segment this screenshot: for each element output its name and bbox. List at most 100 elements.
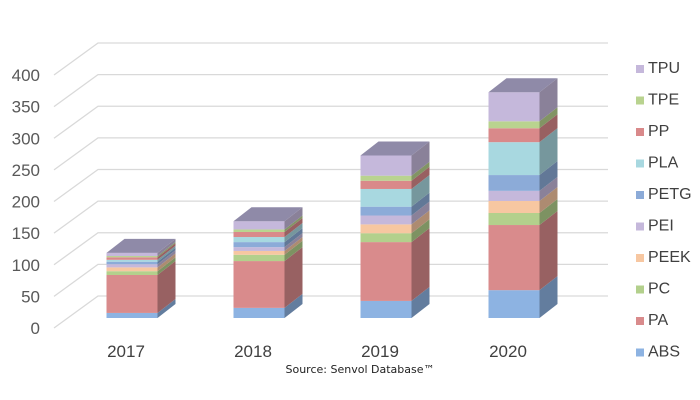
legend-label: PP: [648, 123, 669, 140]
bar-side-petg: [411, 192, 430, 216]
legend-item: PEI: [636, 218, 674, 235]
bar-segment-peek: [360, 224, 412, 234]
bar-segment-pp: [106, 257, 158, 260]
legend-item: PC: [636, 281, 670, 298]
bar-side-pc: [539, 199, 558, 226]
bar-segment-pc: [360, 233, 412, 243]
bar-segment-tpe: [106, 256, 158, 258]
legend-swatch: [636, 191, 644, 199]
x-axis: 2017 2018 2019 2020: [107, 342, 527, 361]
legend: TPU TPE PP PLA PETG PEI PEEK PC PA ABS: [636, 60, 692, 361]
legend-item: ABS: [636, 344, 680, 361]
bar-segment-peek: [233, 250, 285, 255]
bar-side-pp: [411, 166, 430, 189]
y-tick-label: 150: [12, 224, 40, 243]
y-tick-label: 400: [12, 66, 40, 85]
bar-segment-pla: [360, 188, 412, 207]
gridline: [53, 263, 608, 297]
legend-label: TPE: [648, 92, 679, 109]
bar-side-pei: [411, 201, 430, 225]
bar-side-peek: [157, 253, 176, 272]
bar-side-pc: [284, 240, 303, 262]
bar-side-pla: [539, 128, 558, 176]
bar-side-pla: [284, 223, 303, 243]
bar-side-pc: [157, 257, 176, 275]
gridline: [53, 232, 608, 266]
legend-swatch: [636, 317, 644, 325]
bar-segment-pla: [106, 259, 158, 262]
legend-swatch: [636, 222, 644, 231]
bar-segment-abs: [233, 307, 285, 318]
bar-segment-tpu: [488, 92, 540, 122]
bar-segment-pp: [488, 128, 540, 143]
x-tick-label: 2018: [234, 342, 272, 361]
bar-segment-pa: [360, 242, 412, 301]
legend-item: PLA: [636, 155, 679, 172]
y-tick-label: 0: [31, 319, 40, 338]
bar-top: [360, 141, 430, 156]
bar-segment-pei: [488, 190, 540, 201]
bar-stack: [106, 238, 176, 318]
bar-side-abs: [284, 293, 303, 318]
bar-side-petg: [284, 228, 303, 248]
bar-side-pa: [284, 247, 303, 308]
bar-top: [488, 78, 558, 93]
y-tick-label: 300: [12, 129, 40, 148]
bar-side-pla: [157, 245, 176, 262]
bar-side-pa: [157, 260, 176, 313]
bar-side-pla: [411, 174, 430, 207]
bar-side-peek: [539, 186, 558, 214]
bar-stack: [488, 78, 558, 318]
bar-stack: [360, 141, 430, 318]
bar-side-tpu: [411, 141, 430, 176]
bar-side-peek: [284, 236, 303, 255]
gridline: [53, 105, 608, 139]
gridline: [53, 73, 608, 108]
legend-label: TPU: [648, 60, 680, 77]
bar-side-abs: [539, 276, 558, 318]
gridline: [53, 200, 608, 234]
bar-segment-abs: [106, 312, 158, 318]
bar-side-tpe: [411, 161, 430, 181]
legend-swatch: [636, 128, 644, 136]
bar-side-pei: [539, 176, 558, 201]
bar-side-tpu: [157, 238, 176, 257]
legend-item: PETG: [636, 186, 692, 203]
bar-segment-tpu: [233, 221, 285, 230]
bar-segment-tpe: [360, 175, 412, 181]
bar-segment-petg: [488, 175, 540, 191]
legend-label: PETG: [648, 186, 692, 203]
legend-label: PEI: [648, 218, 674, 235]
legend-swatch: [636, 96, 644, 105]
bar-segment-petg: [360, 206, 412, 216]
y-tick-label: 50: [21, 287, 40, 306]
y-tick-label: 350: [12, 98, 40, 117]
bar-side-tpe: [157, 242, 176, 258]
bar-segment-pp: [233, 231, 285, 238]
legend-label: PLA: [648, 155, 679, 172]
bar-segment-tpu: [360, 155, 412, 176]
bar-side-petg: [157, 247, 176, 265]
y-tick-label: 100: [12, 256, 40, 275]
legend-label: PC: [648, 281, 670, 298]
gridline: [53, 137, 608, 171]
bar-segment-pa: [488, 225, 540, 291]
bar-side-pp: [284, 217, 303, 238]
legend-swatch: [636, 285, 644, 294]
bar-side-tpu: [539, 78, 558, 122]
y-tick-label: 250: [12, 161, 40, 180]
bar-segment-pa: [106, 274, 158, 313]
legend-label: PA: [648, 312, 668, 329]
bar-top: [233, 207, 303, 222]
gridline: [53, 42, 608, 76]
legend-item: PP: [636, 123, 669, 140]
bar-segment-pp: [360, 180, 412, 189]
gridlines: [53, 42, 608, 329]
y-axis: 0 50 100 150 200 250 300 350 400: [12, 66, 40, 338]
legend-swatch: [636, 348, 644, 357]
gridline: [53, 168, 608, 203]
bar-side-pp: [157, 243, 176, 260]
bar-segment-pc: [233, 254, 285, 262]
bar-side-abs: [157, 298, 176, 318]
source-caption: Source: Senvol Database™: [286, 363, 435, 376]
